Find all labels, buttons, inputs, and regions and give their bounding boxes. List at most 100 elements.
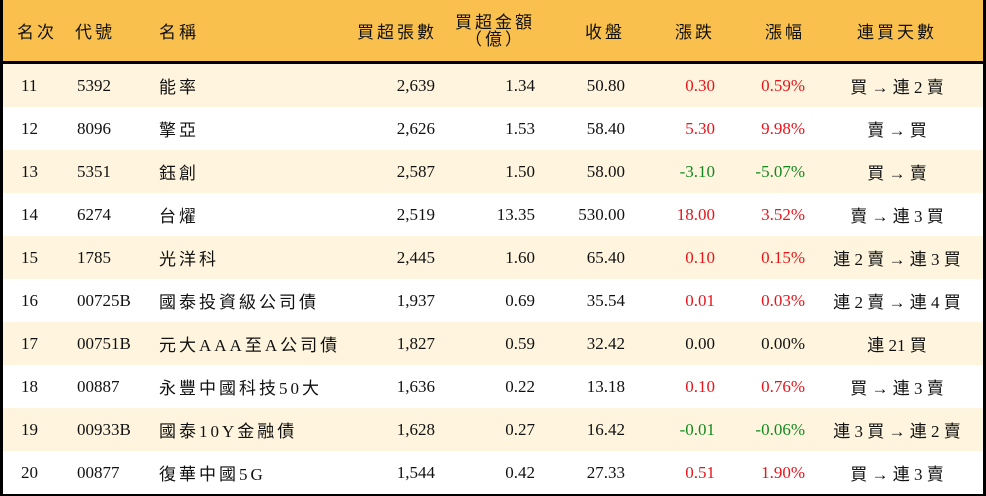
cell-name: 鈺創	[159, 164, 199, 183]
cell-code: 00877	[77, 462, 120, 482]
cell-streak: 買 → 賣	[867, 164, 927, 183]
cell-streak: 連 2 賣 → 連 3 買	[833, 250, 961, 269]
cell-net-buy-amount: 0.69	[505, 290, 535, 310]
cell-close: 35.54	[586, 290, 625, 310]
cell-change: 0.01	[685, 290, 715, 310]
cell-change: 0.51	[685, 462, 715, 482]
header-net-buy-amount-line2: （億）	[465, 29, 525, 49]
cell-name: 擎亞	[159, 121, 199, 140]
cell-net-buy-amount: 1.34	[505, 75, 535, 95]
cell-net-buy-amount: 1.50	[505, 161, 535, 181]
cell-net-buy-amount: 0.27	[505, 419, 535, 439]
cell-change-pct: 0.15%	[761, 247, 805, 267]
table-row: 19 00933B 國泰10Y金融債 1,628 0.27 16.42 -0.01 -0.06…	[3, 408, 983, 451]
header-streak: 連買天數	[857, 23, 937, 42]
cell-change: 0.00	[685, 333, 715, 353]
cell-net-buy-amount: 0.22	[505, 376, 535, 396]
table-row: 16 00725B 國泰投資級公司債 1,937 0.69 35.54 0.01 0.03% 連…	[3, 279, 983, 322]
cell-net-buy-amount: 1.60	[505, 247, 535, 267]
cell-change: 5.30	[685, 118, 715, 138]
cell-net-buy-lots: 2,445	[396, 247, 435, 267]
cell-change-pct: 3.52%	[761, 204, 805, 224]
cell-change-pct: -0.06%	[755, 419, 805, 439]
cell-net-buy-lots: 1,937	[396, 290, 435, 310]
header-net-buy-amount-line1: 買超金額	[455, 12, 535, 32]
cell-code: 5351	[77, 161, 111, 181]
table-row: 11 5392 能率 2,639 1.34 50.80 0.30 0.59% 買 → 連 2 賣	[3, 64, 983, 107]
header-close: 收盤	[585, 23, 625, 42]
cell-net-buy-lots: 2,626	[396, 118, 435, 138]
cell-change: 0.30	[685, 75, 715, 95]
cell-close: 530.00	[578, 204, 625, 224]
cell-code: 00751B	[77, 333, 131, 353]
cell-code: 00933B	[77, 419, 131, 439]
cell-net-buy-amount: 1.53	[505, 118, 535, 138]
cell-net-buy-amount: 13.35	[496, 204, 535, 224]
cell-name: 復華中國5G	[159, 465, 266, 484]
cell-net-buy-lots: 1,636	[396, 376, 435, 396]
header-net-buy-amount: 買超金額 （億）	[435, 14, 535, 48]
header-code: 代號	[75, 23, 115, 42]
cell-change-pct: 0.76%	[761, 376, 805, 396]
cell-close: 58.00	[586, 161, 625, 181]
cell-code: 00887	[77, 376, 120, 396]
cell-code: 8096	[77, 118, 111, 138]
cell-name: 永豐中國科技50大	[159, 379, 322, 398]
cell-net-buy-lots: 2,587	[396, 161, 435, 181]
cell-change: 0.10	[685, 247, 715, 267]
cell-code: 00725B	[77, 290, 131, 310]
cell-change-pct: -5.07%	[755, 161, 805, 181]
cell-change-pct: 1.90%	[761, 462, 805, 482]
cell-name: 能率	[159, 78, 199, 97]
cell-change: 18.00	[676, 204, 715, 224]
table-row: 12 8096 擎亞 2,626 1.53 58.40 5.30 9.98% 賣 → 買	[3, 107, 983, 150]
cell-change-pct: 9.98%	[761, 118, 805, 138]
header-net-buy-lots: 買超張數	[357, 23, 437, 42]
cell-close: 50.80	[586, 75, 625, 95]
cell-rank: 15	[21, 247, 38, 267]
cell-rank: 12	[21, 118, 38, 138]
cell-change-pct: 0.03%	[761, 290, 805, 310]
cell-net-buy-lots: 1,628	[396, 419, 435, 439]
cell-change: -3.10	[679, 161, 715, 181]
cell-net-buy-lots: 1,827	[396, 333, 435, 353]
header-change-pct: 漲幅	[765, 23, 805, 42]
cell-close: 27.33	[586, 462, 625, 482]
cell-streak: 連 2 賣 → 連 4 買	[833, 293, 961, 312]
cell-streak: 買 → 連 3 賣	[850, 465, 944, 484]
cell-change-pct: 0.59%	[761, 75, 805, 95]
cell-close: 58.40	[586, 118, 625, 138]
cell-streak: 賣 → 買	[867, 121, 927, 140]
cell-code: 5392	[77, 75, 111, 95]
cell-rank: 13	[21, 161, 38, 181]
cell-net-buy-lots: 1,544	[396, 462, 435, 482]
cell-streak: 賣 → 連 3 買	[850, 207, 944, 226]
cell-name: 元大AAA至A公司債	[159, 336, 341, 355]
cell-change: 0.10	[685, 376, 715, 396]
table-body: 11 5392 能率 2,639 1.34 50.80 0.30 0.59% 買 → 連 2 賣…	[3, 64, 983, 494]
cell-close: 65.40	[586, 247, 625, 267]
cell-close: 13.18	[586, 376, 625, 396]
cell-net-buy-lots: 2,639	[396, 75, 435, 95]
cell-name: 光洋科	[159, 250, 219, 269]
cell-rank: 17	[21, 333, 38, 353]
cell-rank: 20	[21, 462, 38, 482]
header-name: 名稱	[159, 23, 199, 42]
cell-code: 1785	[77, 247, 111, 267]
cell-net-buy-amount: 0.59	[505, 333, 535, 353]
cell-rank: 18	[21, 376, 38, 396]
table-row: 13 5351 鈺創 2,587 1.50 58.00 -3.10 -5.07% 買 → 賣	[3, 150, 983, 193]
cell-rank: 16	[21, 290, 38, 310]
cell-name: 國泰投資級公司債	[159, 293, 319, 312]
cell-net-buy-amount: 0.42	[505, 462, 535, 482]
cell-close: 32.42	[586, 333, 625, 353]
table-row: 15 1785 光洋科 2,445 1.60 65.40 0.10 0.15% 連 2 賣 → …	[3, 236, 983, 279]
cell-change: -0.01	[679, 419, 715, 439]
header-rank: 名次	[17, 23, 57, 42]
header-change: 漲跌	[675, 23, 715, 42]
cell-streak: 買 → 連 2 賣	[850, 78, 944, 97]
cell-net-buy-lots: 2,519	[396, 204, 435, 224]
cell-name: 國泰10Y金融債	[159, 422, 298, 441]
cell-streak: 連 3 買 → 連 2 賣	[833, 422, 961, 441]
table-row: 20 00877 復華中國5G 1,544 0.42 27.33 0.51 1.90% 買 → …	[3, 451, 983, 494]
